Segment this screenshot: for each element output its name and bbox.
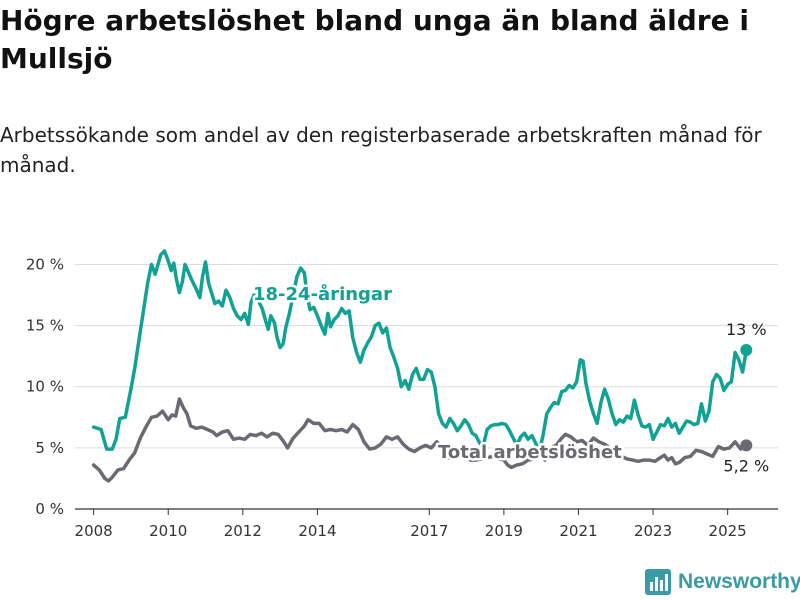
- line-chart: 0 %5 %10 %15 %20 % 2008 2010 2012 2014 2017 2…: [26, 249, 778, 540]
- series-end-point-18-24-åringar: [740, 344, 753, 357]
- x-tick-label: 2025: [709, 522, 747, 540]
- brand-name: Newsworthy: [678, 570, 800, 593]
- series-line-total-arbetslöshet: [91, 397, 749, 483]
- x-tick-label: 2017: [410, 522, 448, 540]
- x-tick-label: 2008: [75, 522, 113, 540]
- y-tick-label: 20 %: [26, 255, 64, 273]
- gridlines: [75, 263, 778, 510]
- chart-subtitle: Arbetssökande som andel av den registerb…: [0, 123, 762, 177]
- series-line-18-24-åringar: [91, 249, 749, 454]
- x-axis: 2008 2010 2012 2014 2017 2019 2021 2023 2025: [75, 509, 747, 540]
- end-label-total: 5,2 %: [723, 456, 769, 475]
- y-tick-label: 10 %: [26, 378, 64, 396]
- x-tick-label: 2010: [149, 522, 187, 540]
- y-tick-label: 0 %: [35, 500, 64, 518]
- chart-title: Högre arbetslöshet bland unga än bland ä…: [0, 4, 749, 75]
- bar-chart-logo-icon: [645, 569, 671, 595]
- y-tick-label: 15 %: [26, 317, 64, 335]
- x-tick-label: 2012: [224, 522, 262, 540]
- series-label-youth: 18-24-åringar: [253, 283, 392, 305]
- brand: Newsworthy: [644, 568, 800, 596]
- x-tick-label: 2019: [485, 522, 523, 540]
- y-axis: 0 % 5 % 10 % 15 % 20 %: [26, 255, 64, 518]
- y-tick-label: 5 %: [35, 439, 64, 457]
- x-tick-label: 2023: [634, 522, 672, 540]
- series-end-point-total-arbetslöshet: [740, 439, 753, 452]
- end-label-youth: 13 %: [726, 320, 767, 339]
- series-labels: 18-24-åringar Total arbetslöshet 13 % 5,2 %: [251, 281, 770, 476]
- x-tick-label: 2014: [298, 522, 336, 540]
- series-label-total: Total arbetslöshet: [438, 442, 622, 463]
- series-lines: [91, 249, 753, 483]
- x-tick-label: 2021: [559, 522, 597, 540]
